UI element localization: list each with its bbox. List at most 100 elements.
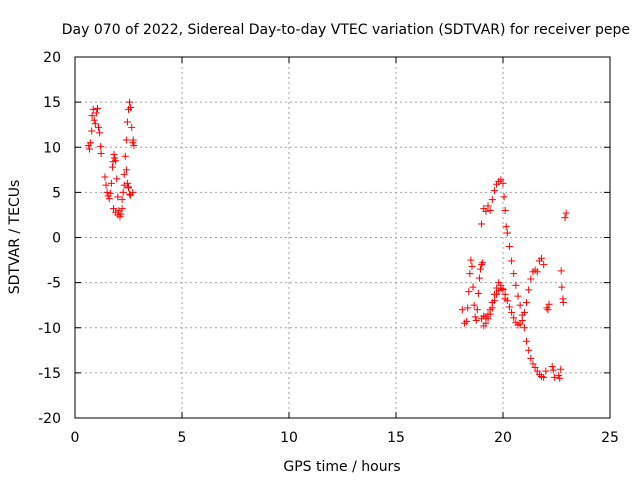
data-point	[478, 220, 486, 228]
data-point	[103, 188, 111, 196]
data-point	[543, 304, 551, 312]
data-point	[501, 206, 509, 214]
data-point	[115, 206, 123, 214]
data-point	[112, 157, 120, 165]
data-point	[88, 112, 96, 120]
data-point	[473, 306, 481, 314]
chart-grid	[75, 57, 610, 418]
data-point	[458, 306, 466, 314]
data-point	[538, 254, 546, 262]
data-point	[123, 179, 131, 187]
data-point	[505, 243, 513, 251]
y-tick-label: 20	[43, 50, 61, 66]
x-tick-label: 15	[387, 430, 405, 446]
data-point	[529, 360, 537, 368]
data-point	[484, 202, 492, 210]
data-point	[93, 104, 101, 112]
data-point	[488, 298, 496, 306]
data-point	[110, 205, 118, 213]
data-point	[96, 129, 104, 137]
data-point	[120, 181, 128, 189]
data-point	[518, 311, 526, 319]
data-point	[129, 136, 137, 144]
data-point	[105, 195, 113, 203]
data-point	[490, 187, 498, 195]
data-point	[499, 179, 507, 187]
data-point	[102, 181, 110, 189]
data-point	[533, 268, 541, 276]
data-point	[126, 190, 134, 198]
y-tick-label: -15	[38, 366, 61, 382]
data-point	[484, 310, 492, 318]
data-point	[120, 170, 128, 178]
data-point	[482, 319, 490, 327]
data-point	[510, 270, 518, 278]
data-point	[545, 300, 553, 308]
data-point	[486, 206, 494, 214]
data-point	[508, 308, 516, 316]
y-tick-label: 0	[52, 231, 61, 247]
data-point	[549, 366, 557, 374]
data-point	[497, 281, 505, 289]
data-point	[472, 317, 480, 325]
data-point	[505, 303, 513, 311]
data-point	[464, 304, 472, 312]
y-tick-label: 5	[52, 185, 61, 201]
data-point	[95, 123, 103, 131]
data-point	[488, 196, 496, 204]
data-point	[123, 118, 131, 126]
data-point	[468, 262, 476, 270]
data-point	[465, 288, 473, 296]
data-point	[540, 261, 548, 269]
data-point	[122, 166, 130, 174]
data-point	[493, 284, 501, 292]
data-point	[562, 209, 570, 217]
data-point	[500, 193, 508, 201]
data-point	[88, 127, 96, 135]
data-point	[556, 374, 564, 382]
data-point	[540, 373, 548, 381]
y-tick-label: -20	[38, 411, 61, 427]
data-point	[470, 301, 478, 309]
data-point	[118, 205, 126, 213]
data-point	[114, 193, 122, 201]
data-point	[544, 306, 552, 314]
y-tick-label: 10	[43, 140, 61, 156]
data-point	[91, 120, 99, 128]
data-point	[561, 214, 569, 222]
y-tick-label: -10	[38, 321, 61, 337]
data-point	[502, 223, 510, 231]
x-tick-label: 0	[71, 430, 80, 446]
data-point	[516, 320, 524, 328]
data-point	[548, 363, 556, 371]
data-point	[92, 109, 100, 117]
data-point	[503, 229, 511, 237]
chart-title: Day 070 of 2022, Sidereal Day-to-day VTE…	[62, 22, 630, 38]
data-point	[482, 207, 490, 215]
x-tick-label: 5	[178, 430, 187, 446]
data-point	[531, 363, 539, 371]
data-point	[490, 290, 498, 298]
data-point	[514, 292, 522, 300]
data-point	[512, 281, 520, 289]
data-point	[542, 367, 550, 375]
x-tick-label: 20	[494, 430, 512, 446]
data-point	[469, 283, 477, 291]
data-point	[527, 275, 535, 283]
data-point	[127, 104, 135, 112]
data-point	[125, 183, 132, 191]
data-point	[90, 116, 98, 124]
data-point	[550, 373, 558, 381]
data-point	[558, 283, 566, 291]
data-point	[559, 298, 567, 306]
data-point	[523, 337, 531, 345]
data-point	[474, 289, 482, 297]
data-point	[126, 98, 134, 106]
data-point	[119, 188, 127, 196]
data-point	[497, 176, 505, 184]
data-point	[479, 259, 487, 267]
y-tick-label: 15	[43, 95, 61, 111]
data-point	[475, 274, 483, 282]
data-point	[118, 196, 126, 204]
